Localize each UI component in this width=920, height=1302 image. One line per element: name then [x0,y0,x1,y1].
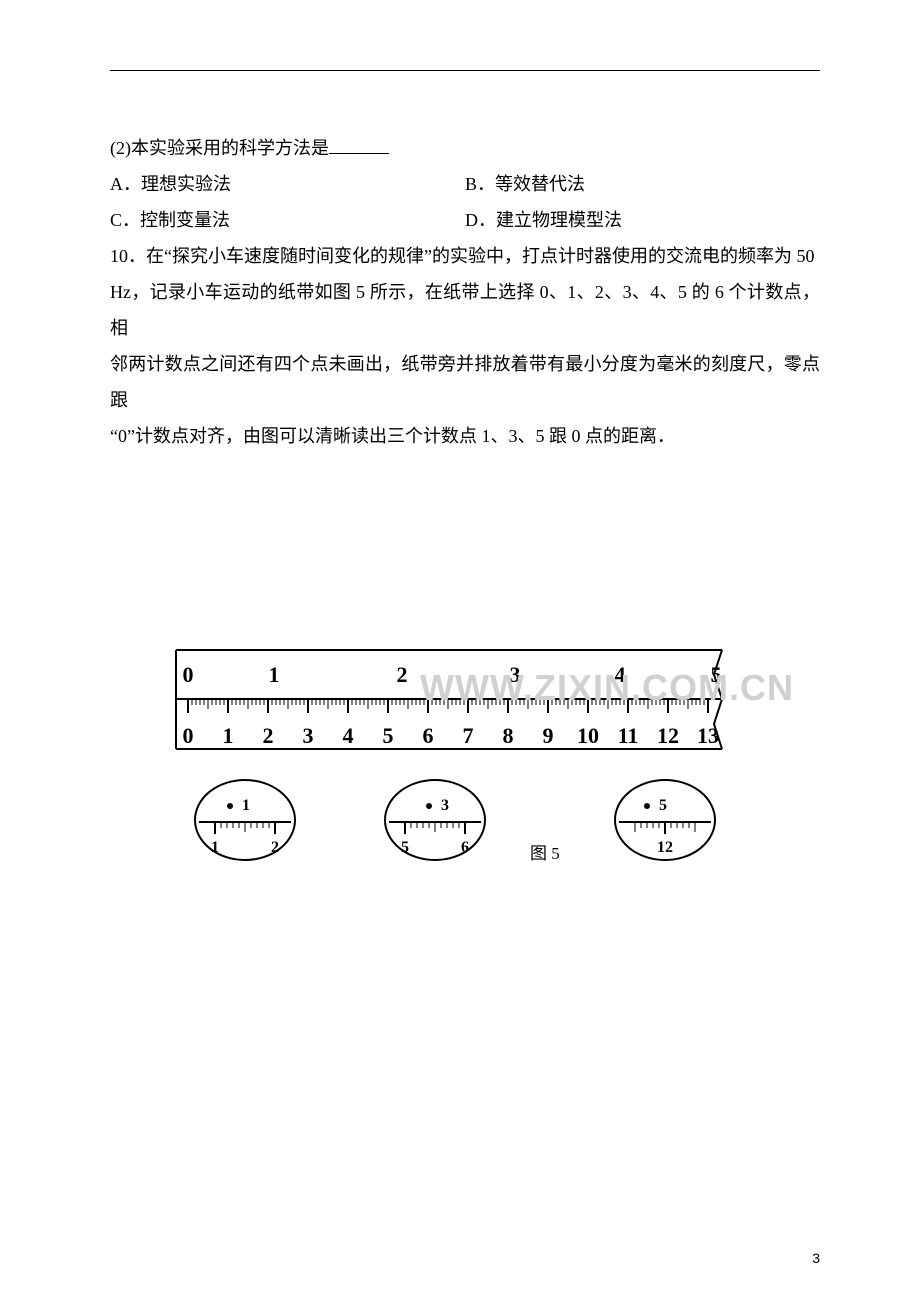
q10-line-2: Hz，记录小车运动的纸带如图 5 所示，在纸带上选择 0、1、2、3、4、5 的… [110,274,820,346]
q9-options-row1: A．理想实验法 B．等效替代法 [110,166,820,202]
svg-text:3: 3 [510,662,521,687]
svg-text:7: 7 [463,723,474,748]
svg-text:4: 4 [343,723,354,748]
q9-part2: (2)本实验采用的科学方法是 [110,130,820,166]
svg-text:1: 1 [211,839,219,856]
figure-caption: 图 5 [530,837,560,871]
svg-text:9: 9 [543,723,554,748]
rule-line [110,70,820,71]
q9-options-row2: C．控制变量法 D．建立物理模型法 [110,202,820,238]
svg-text:2: 2 [263,723,274,748]
svg-text:0: 0 [183,662,194,687]
figure-5: WWW.ZIXIN.COM.CN 01234501234567891011121… [170,644,730,870]
inset-5: 12 5 [610,775,720,865]
svg-text:8: 8 [503,723,514,748]
q9-opt-d: D．建立物理模型法 [465,202,820,238]
svg-text:5: 5 [383,723,394,748]
svg-text:4: 4 [615,662,626,687]
svg-text:6: 6 [461,839,469,856]
insets-row: 121 563 125 图 5 [170,775,730,870]
svg-text:12: 12 [657,839,673,856]
svg-text:6: 6 [423,723,434,748]
svg-text:12: 12 [657,723,679,748]
q10-line-1: 10．在“探究小车速度随时间变化的规律”的实验中，打点计时器使用的交流电的频率为… [110,238,820,274]
svg-text:1: 1 [269,662,280,687]
q9-blank [329,133,389,154]
svg-text:3: 3 [303,723,314,748]
q9-opt-b: B．等效替代法 [465,166,820,202]
ruler-svg: 012345012345678910111213 [170,644,730,759]
inset-1: 1 2 1 [190,775,300,865]
svg-text:11: 11 [618,723,639,748]
svg-text:1: 1 [223,723,234,748]
inset-3: 5 6 3 [380,775,490,865]
q10-line-4: “0”计数点对齐，由图可以清晰读出三个计数点 1、3、5 跟 0 点的距离． [110,418,820,454]
svg-text:2: 2 [271,839,279,856]
ruler-svg-wrap: WWW.ZIXIN.COM.CN 01234501234567891011121… [170,644,730,759]
svg-text:5: 5 [659,797,667,814]
page-number: 3 [812,1244,820,1272]
svg-text:5: 5 [401,839,409,856]
svg-text:3: 3 [441,797,449,814]
svg-text:0: 0 [183,723,194,748]
svg-text:5: 5 [711,662,722,687]
q10-line-3: 邻两计数点之间还有四个点未画出，纸带旁并排放着带有最小分度为毫米的刻度尺，零点跟 [110,346,820,418]
svg-text:1: 1 [242,797,250,814]
q9-part2-text: (2)本实验采用的科学方法是 [110,138,329,158]
svg-text:2: 2 [397,662,408,687]
q9-opt-a: A．理想实验法 [110,166,465,202]
svg-text:10: 10 [577,723,599,748]
q9-opt-c: C．控制变量法 [110,202,465,238]
svg-text:13: 13 [697,723,719,748]
